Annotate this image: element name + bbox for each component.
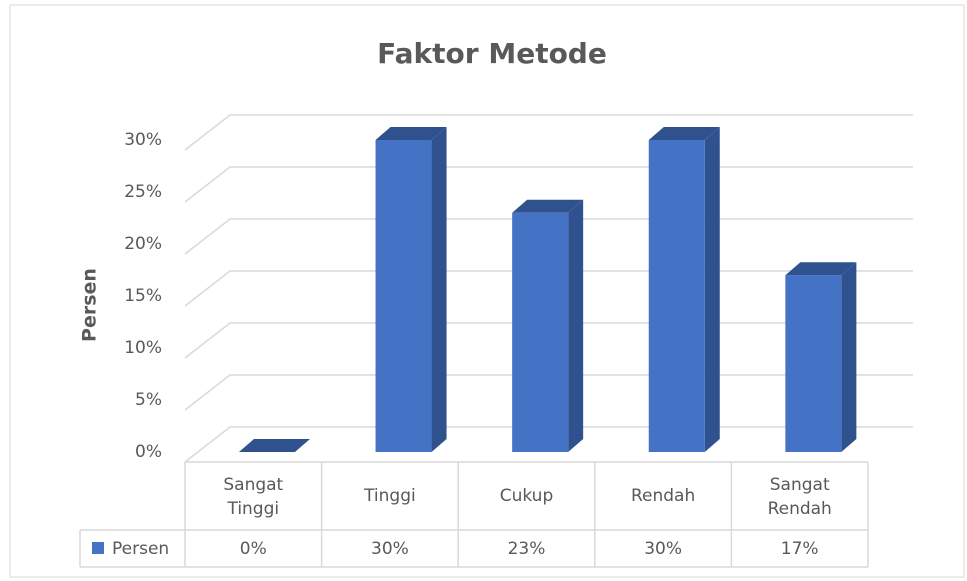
bar-side	[568, 199, 584, 452]
y-tick-label: 25%	[124, 182, 162, 202]
table-value: 30%	[644, 539, 682, 559]
bar-top	[375, 127, 447, 140]
y-tick-label: 30%	[124, 130, 162, 150]
legend-key	[92, 542, 104, 554]
x-tick-label: Sangat Rendah	[768, 475, 832, 519]
bar-side	[841, 262, 857, 452]
bar-side	[431, 127, 447, 452]
legend-label: Persen	[112, 539, 169, 559]
grid-line	[184, 114, 913, 151]
table-value: 17%	[781, 539, 819, 559]
y-tick-label: 15%	[124, 286, 162, 306]
bar	[648, 140, 705, 452]
bar-top	[238, 439, 310, 452]
chart-title: Faktor Metode	[377, 37, 607, 70]
table-value: 23%	[508, 539, 546, 559]
y-axis-label: Persen	[79, 268, 101, 342]
table-value: 30%	[371, 539, 409, 559]
x-tick-label: Tinggi	[363, 486, 416, 506]
x-tick-label: Cukup	[500, 486, 554, 506]
bar	[785, 275, 842, 452]
bar-side	[704, 127, 720, 452]
y-tick-label: 0%	[135, 442, 162, 462]
y-tick-label: 20%	[124, 234, 162, 254]
bar	[375, 140, 432, 452]
x-tick-label: Sangat Tinggi	[223, 475, 283, 519]
table-value: 0%	[240, 539, 267, 559]
y-tick-label: 5%	[135, 390, 162, 410]
bar	[512, 212, 569, 452]
bar-top	[512, 199, 584, 213]
bar-top	[785, 262, 857, 276]
bar-top	[648, 127, 720, 140]
y-tick-label: 10%	[124, 338, 162, 358]
x-tick-label: Rendah	[631, 486, 695, 506]
